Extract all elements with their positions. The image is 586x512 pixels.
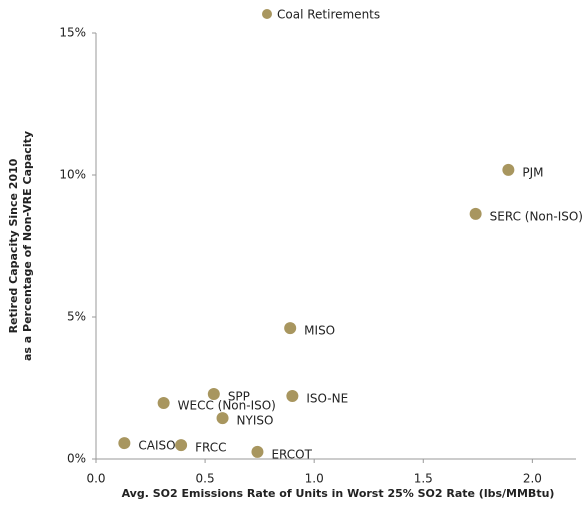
x-axis-title: Avg. SO2 Emissions Rate of Units in Wors… [122,487,555,500]
point [469,207,482,220]
x-tick-label: 0.5 [196,472,215,486]
point [284,322,297,335]
y-axis-title: as a Percentage of Non-VRE Capacity [21,131,34,361]
point-label: SERC (Non-ISO) [490,209,583,223]
point-label: MISO [304,324,335,338]
point-label: PJM [522,165,543,179]
x-tick-label: 1.0 [305,472,324,486]
point [502,163,515,176]
point [175,439,188,452]
point-label: CAISO [138,439,175,453]
point-label: ERCOT [271,447,312,461]
point [207,387,220,400]
point [157,397,170,410]
y-tick-label: 10% [59,168,86,182]
point [286,389,299,402]
x-tick-label: 1.5 [414,472,433,486]
y-tick-label: 5% [67,310,86,324]
point-label: WECC (Non-ISO) [178,399,276,413]
point-label: NYISO [237,414,274,428]
point [216,412,229,425]
legend-label: Coal Retirements [277,8,380,22]
x-tick-label: 2.0 [523,472,542,486]
y-tick-label: 0% [67,452,86,466]
point [251,445,264,458]
legend-marker [262,9,272,19]
point-label: FRCC [195,441,226,455]
y-tick-label: 15% [59,26,86,40]
x-tick-label: 0.0 [86,472,105,486]
point-label: ISO-NE [306,391,348,405]
point [118,437,131,450]
y-axis-title: Retired Capacity Since 2010 [7,158,20,333]
point-label: SPP [228,389,250,403]
